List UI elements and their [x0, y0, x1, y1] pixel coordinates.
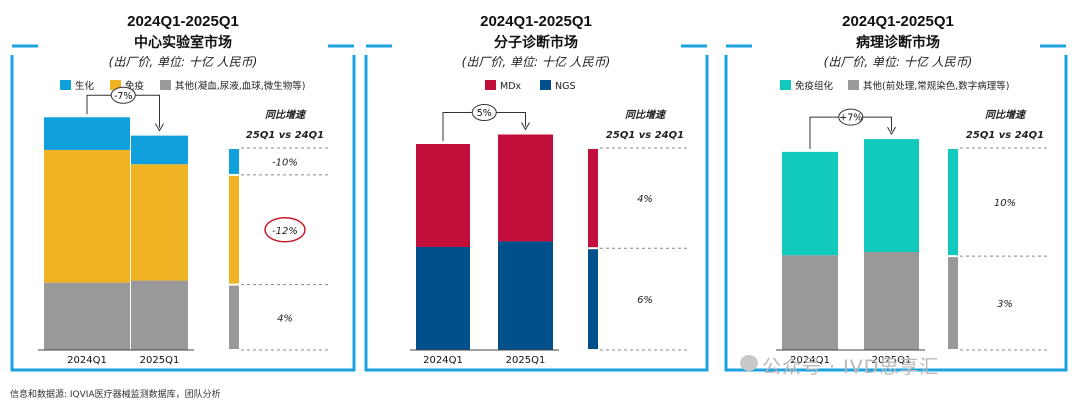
bar-segment: [131, 164, 188, 281]
watermark-text: 公众号 · IVD思享汇: [762, 356, 940, 378]
legend-swatch: [848, 80, 859, 90]
bar-segment: [864, 252, 919, 350]
panel-frame: [10, 55, 356, 372]
growth-subheader: 25Q1 vs 24Q1: [246, 130, 324, 141]
chart-svg: 2024Q1-2025Q1中心实验室市场(出厂价, 单位: 十亿 人民币)生化免…: [10, 13, 356, 372]
growth-header: 同比增速: [265, 109, 307, 121]
growth-bar-segment: [588, 249, 598, 349]
growth-bar-segment: [229, 149, 239, 174]
bar-segment: [131, 135, 188, 165]
change-label: -7%: [114, 91, 133, 102]
growth-subheader: 25Q1 vs 24Q1: [966, 130, 1044, 141]
legend-label: NGS: [555, 81, 576, 92]
legend-label: 其他(前处理,常规染色,数字病理等): [863, 80, 1009, 92]
bar-segment: [498, 241, 553, 350]
bar-segment: [782, 151, 838, 256]
bar-segment: [44, 282, 130, 350]
change-label: +7%: [839, 113, 862, 124]
chart-panel-molecular: 2024Q1-2025Q1 分子诊断市场 (出厂价, 单位: 十亿 人民币) MDx N…: [360, 0, 720, 380]
change-arrow-head: [155, 123, 164, 132]
legend-label: 生化: [75, 80, 95, 92]
legend-swatch: [160, 80, 171, 90]
growth-header: 同比增速: [625, 109, 667, 121]
growth-label: 6%: [637, 295, 653, 306]
chart-subtitle: 病理诊断市场: [856, 34, 940, 51]
wechat-logo-icon: [740, 355, 758, 371]
chart-panel-central-lab: 2024Q1-2025Q1 中心实验室市场 (出厂价, 单位: 十亿 人民币) 生化免…: [0, 0, 360, 380]
bar-segment: [44, 117, 130, 150]
bar-segment: [782, 255, 838, 350]
legend-label: 其他(凝血,尿液,血球,微生物等): [175, 80, 305, 92]
growth-bar-segment: [229, 285, 239, 349]
chart-svg: 2024Q1-2025Q1 病理诊断市场 (出厂价, 单位: 十亿 人民币) 免疫组化…: [724, 13, 1068, 372]
x-tick-label: 2025Q1: [140, 355, 180, 366]
change-label: 5%: [477, 108, 492, 119]
bar-segment: [416, 246, 470, 350]
bar-segment: [416, 143, 470, 247]
growth-bar-segment: [229, 175, 239, 284]
panel-frame: [364, 55, 709, 372]
panel-frame: [724, 55, 1068, 372]
growth-label: -10%: [272, 157, 298, 168]
bar-segment: [498, 134, 553, 242]
x-tick-label: 2025Q1: [872, 355, 912, 366]
legend-swatch: [780, 80, 791, 90]
growth-subheader: 25Q1 vs 24Q1: [606, 130, 684, 141]
legend-swatch: [485, 80, 496, 90]
legend-label: 免疫组化: [795, 80, 834, 92]
growth-bar-segment: [948, 149, 958, 256]
change-bubble: [110, 86, 136, 104]
chart-subtitle: 中心实验室市场: [134, 34, 232, 51]
legend-swatch: [110, 80, 121, 90]
chart-unit-note: (出厂价, 单位: 十亿 人民币): [824, 55, 973, 69]
growth-label: 10%: [994, 198, 1016, 209]
chart-unit-note: (出厂价, 单位: 十亿 人民币): [462, 55, 611, 69]
growth-label: 4%: [637, 194, 653, 205]
growth-bar-segment: [588, 149, 598, 248]
chart-title: 2024Q1-2025Q1: [480, 13, 592, 30]
growth-bar-segment: [948, 257, 958, 349]
growth-label: -12%: [272, 226, 298, 237]
chart-title: 2024Q1-2025Q1: [127, 13, 239, 30]
chart-svg: 2024Q1-2025Q1 分子诊断市场 (出厂价, 单位: 十亿 人民币) MDx N…: [364, 13, 709, 372]
x-tick-label: 2024Q1: [67, 355, 107, 366]
bar-segment: [44, 149, 130, 283]
chart-title: 2024Q1-2025Q1: [842, 13, 954, 30]
chart-subtitle: 分子诊断市场: [494, 34, 578, 51]
change-bubble: [471, 104, 497, 122]
legend-swatch: [60, 80, 71, 90]
x-tick-label: 2024Q1: [790, 355, 830, 366]
growth-label: 3%: [997, 299, 1013, 310]
change-bubble: [838, 108, 864, 126]
x-tick-label: 2024Q1: [423, 355, 463, 366]
change-arrow-head: [521, 122, 530, 131]
chart-panel-pathology: 2024Q1-2025Q1 病理诊断市场 (出厂价, 单位: 十亿 人民币) 免疫组化…: [720, 0, 1080, 380]
bar-segment: [131, 280, 188, 350]
x-tick-label: 2025Q1: [506, 355, 546, 366]
growth-label: 4%: [277, 313, 293, 324]
bar-segment: [864, 139, 919, 252]
legend-swatch: [540, 80, 551, 90]
growth-header: 同比增速: [985, 109, 1027, 121]
change-arrow-head: [887, 126, 896, 136]
growth-highlight-circle: [264, 217, 306, 243]
legend-label: MDx: [500, 81, 522, 92]
chart-unit-note: (出厂价, 单位: 十亿 人民币): [109, 55, 258, 69]
footer-source-note: 信息和数据源: IQVIA医疗器械监测数据库，团队分析: [10, 390, 221, 400]
